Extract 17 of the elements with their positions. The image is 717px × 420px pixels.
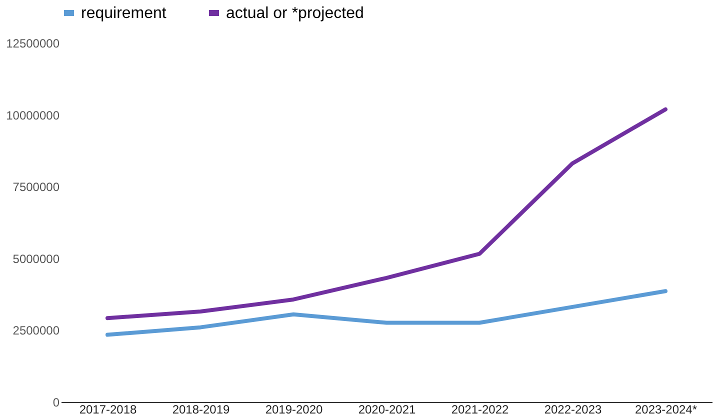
line-series bbox=[106, 289, 668, 337]
line-series bbox=[106, 107, 668, 320]
x-tick-label: 2021-2022 bbox=[451, 402, 510, 416]
x-tick-label: 2020-2021 bbox=[358, 402, 416, 416]
y-tick-label: 0 bbox=[52, 396, 60, 410]
y-tick-label: 12500000 bbox=[6, 36, 60, 50]
y-tick-label: 5000000 bbox=[12, 252, 60, 266]
y-tick-label: 2500000 bbox=[12, 324, 60, 338]
x-tick-label: 2018-2019 bbox=[172, 402, 230, 416]
y-tick-label: 10000000 bbox=[6, 108, 60, 122]
x-tick-label: 2017-2018 bbox=[79, 402, 138, 416]
legend-label: actual or *projected bbox=[226, 5, 364, 22]
x-tick-label: 2023-2024* bbox=[634, 402, 698, 416]
x-tick-label: 2022-2023 bbox=[544, 402, 602, 416]
y-tick-label: 7500000 bbox=[12, 180, 60, 194]
x-tick-label: 2019-2020 bbox=[265, 402, 324, 416]
legend-label: requirement bbox=[81, 5, 167, 22]
